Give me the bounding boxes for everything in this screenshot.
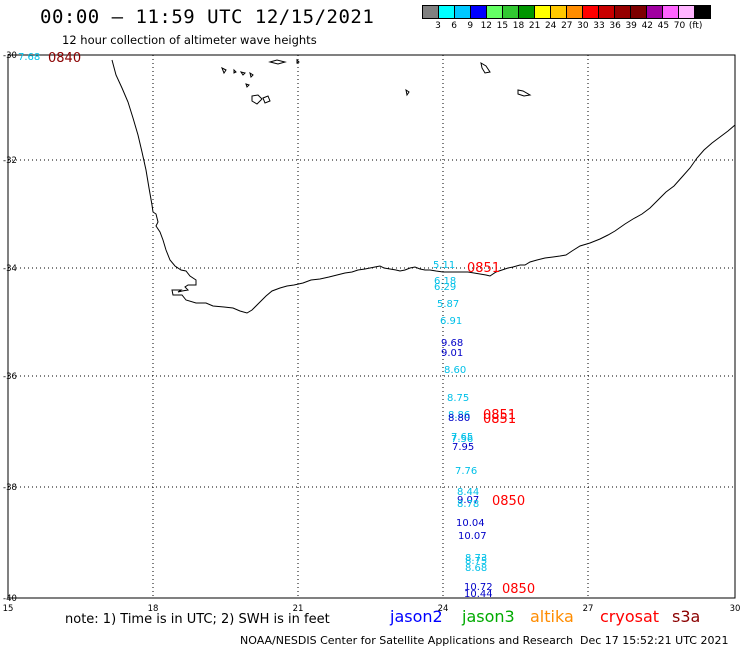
legend-cryosat: cryosat [600,607,660,626]
pass-time-label: 0850 [502,582,535,597]
lon-tick-label: 24 [438,604,449,614]
subtitle: 12 hour collection of altimeter wave hei… [62,33,317,47]
pass-time-label: 0840 [48,51,81,66]
wave-height-label: 8.44 [457,487,479,498]
wave-height-label: 8.86 [448,410,470,421]
scale-label: 12 [480,21,493,31]
lat-tick-label: -30 [3,51,17,61]
wave-height-label: 10.07 [458,531,487,542]
color-scale-labels: 3 6 9 12 15 18 21 24 27 30 33 36 39 42 45 70 (ft) [422,21,740,33]
credit-line: NOAA/NESDIS Center for Satellite Applica… [240,634,574,647]
lon-tick-label: 21 [293,604,304,614]
wave-height-label: 8.75 [465,556,487,567]
wave-height-label: 8.73 [465,553,487,564]
scale-label: 42 [641,21,654,31]
lon-tick-label: 30 [730,604,740,614]
wave-height-label: 7.65 [451,432,473,443]
islands [221,58,532,105]
pass-time-label: 0850 [492,494,525,509]
lon-tick-label: 15 [3,604,14,614]
wave-height-label: 8.75 [447,393,469,404]
wave-height-label: 5.11 [433,260,455,271]
lon-tick-label: 27 [583,604,594,614]
lat-tick-label: -34 [3,264,17,274]
lat-lon-grid [8,55,735,598]
scale-label: 36 [609,21,621,31]
wave-height-label: 10.04 [456,518,485,529]
lat-tick-label: -40 [3,594,17,604]
wave-height-label: 7.95 [452,442,474,453]
wave-height-label: 8.80 [448,413,470,424]
scale-label: 21 [528,21,541,31]
scale-label: 18 [512,21,525,31]
wave-height-label: 6.18 [434,276,456,287]
scale-label: 33 [593,21,605,31]
scale-label: 3 [435,21,441,31]
wave-height-label: 9.01 [441,348,463,359]
wave-height-label: 6.91 [440,316,462,327]
axis-labels: 15 18 21 24 27 30 -30 -32 -34 -36 -38 -40 [3,51,740,614]
wave-height-label: 8.68 [465,563,487,574]
wave-height-label: 10.44 [464,589,493,600]
legend-s3a: s3a [672,607,701,626]
wave-height-label: 9.07 [457,495,479,506]
scale-label: 15 [496,21,509,31]
legend-altika: altika [530,607,574,626]
wave-height-label: 10.72 [464,582,493,593]
scale-label: 70 [673,21,686,31]
wave-height-label: 6.29 [434,282,456,293]
wave-height-label: 5.87 [437,299,459,310]
wave-height-label: 8.60 [444,365,466,376]
lat-tick-label: -36 [3,372,17,382]
lat-tick-label: -38 [3,483,17,493]
scale-label: 27 [561,21,573,31]
pass-time-label: 0851 [467,261,500,276]
footer-note: note: 1) Time is in UTC; 2) SWH is in fe… [65,612,330,627]
scale-label: 30 [577,21,589,31]
map-frame [7,54,736,599]
scale-label: (ft) [688,21,703,31]
wave-height-label: 9.68 [441,338,463,349]
color-scale-bar [422,5,711,19]
scale-label: 24 [544,21,557,31]
scale-swatch [694,5,711,19]
legend-jason2: jason2 [390,607,443,626]
lon-tick-label: 18 [148,604,159,614]
pass-time-label: 0851 [483,408,516,423]
scale-label: 6 [451,21,457,31]
wave-height-label: 7.76 [455,466,477,477]
coastline [111,59,736,314]
wave-height-label: 7.68 [18,52,40,63]
pass-time-label: 0851 [483,412,516,427]
wave-height-labels: 7.68 5.11 6.186.29 5.87 6.91 9.689.01 8.60 8.75… [18,52,493,600]
scale-label: 9 [467,21,474,31]
scale-label: 39 [625,21,637,31]
generation-timestamp: Dec 17 15:52:21 UTC 2021 [580,634,729,647]
scale-label: 45 [657,21,670,31]
wave-height-label: 8.78 [457,499,479,510]
legend-jason3: jason3 [462,607,515,626]
page-title: 00:00 – 11:59 UTC 12/15/2021 [40,6,375,28]
wave-height-label: 7.56 [451,434,473,445]
lat-tick-label: -32 [3,156,17,166]
